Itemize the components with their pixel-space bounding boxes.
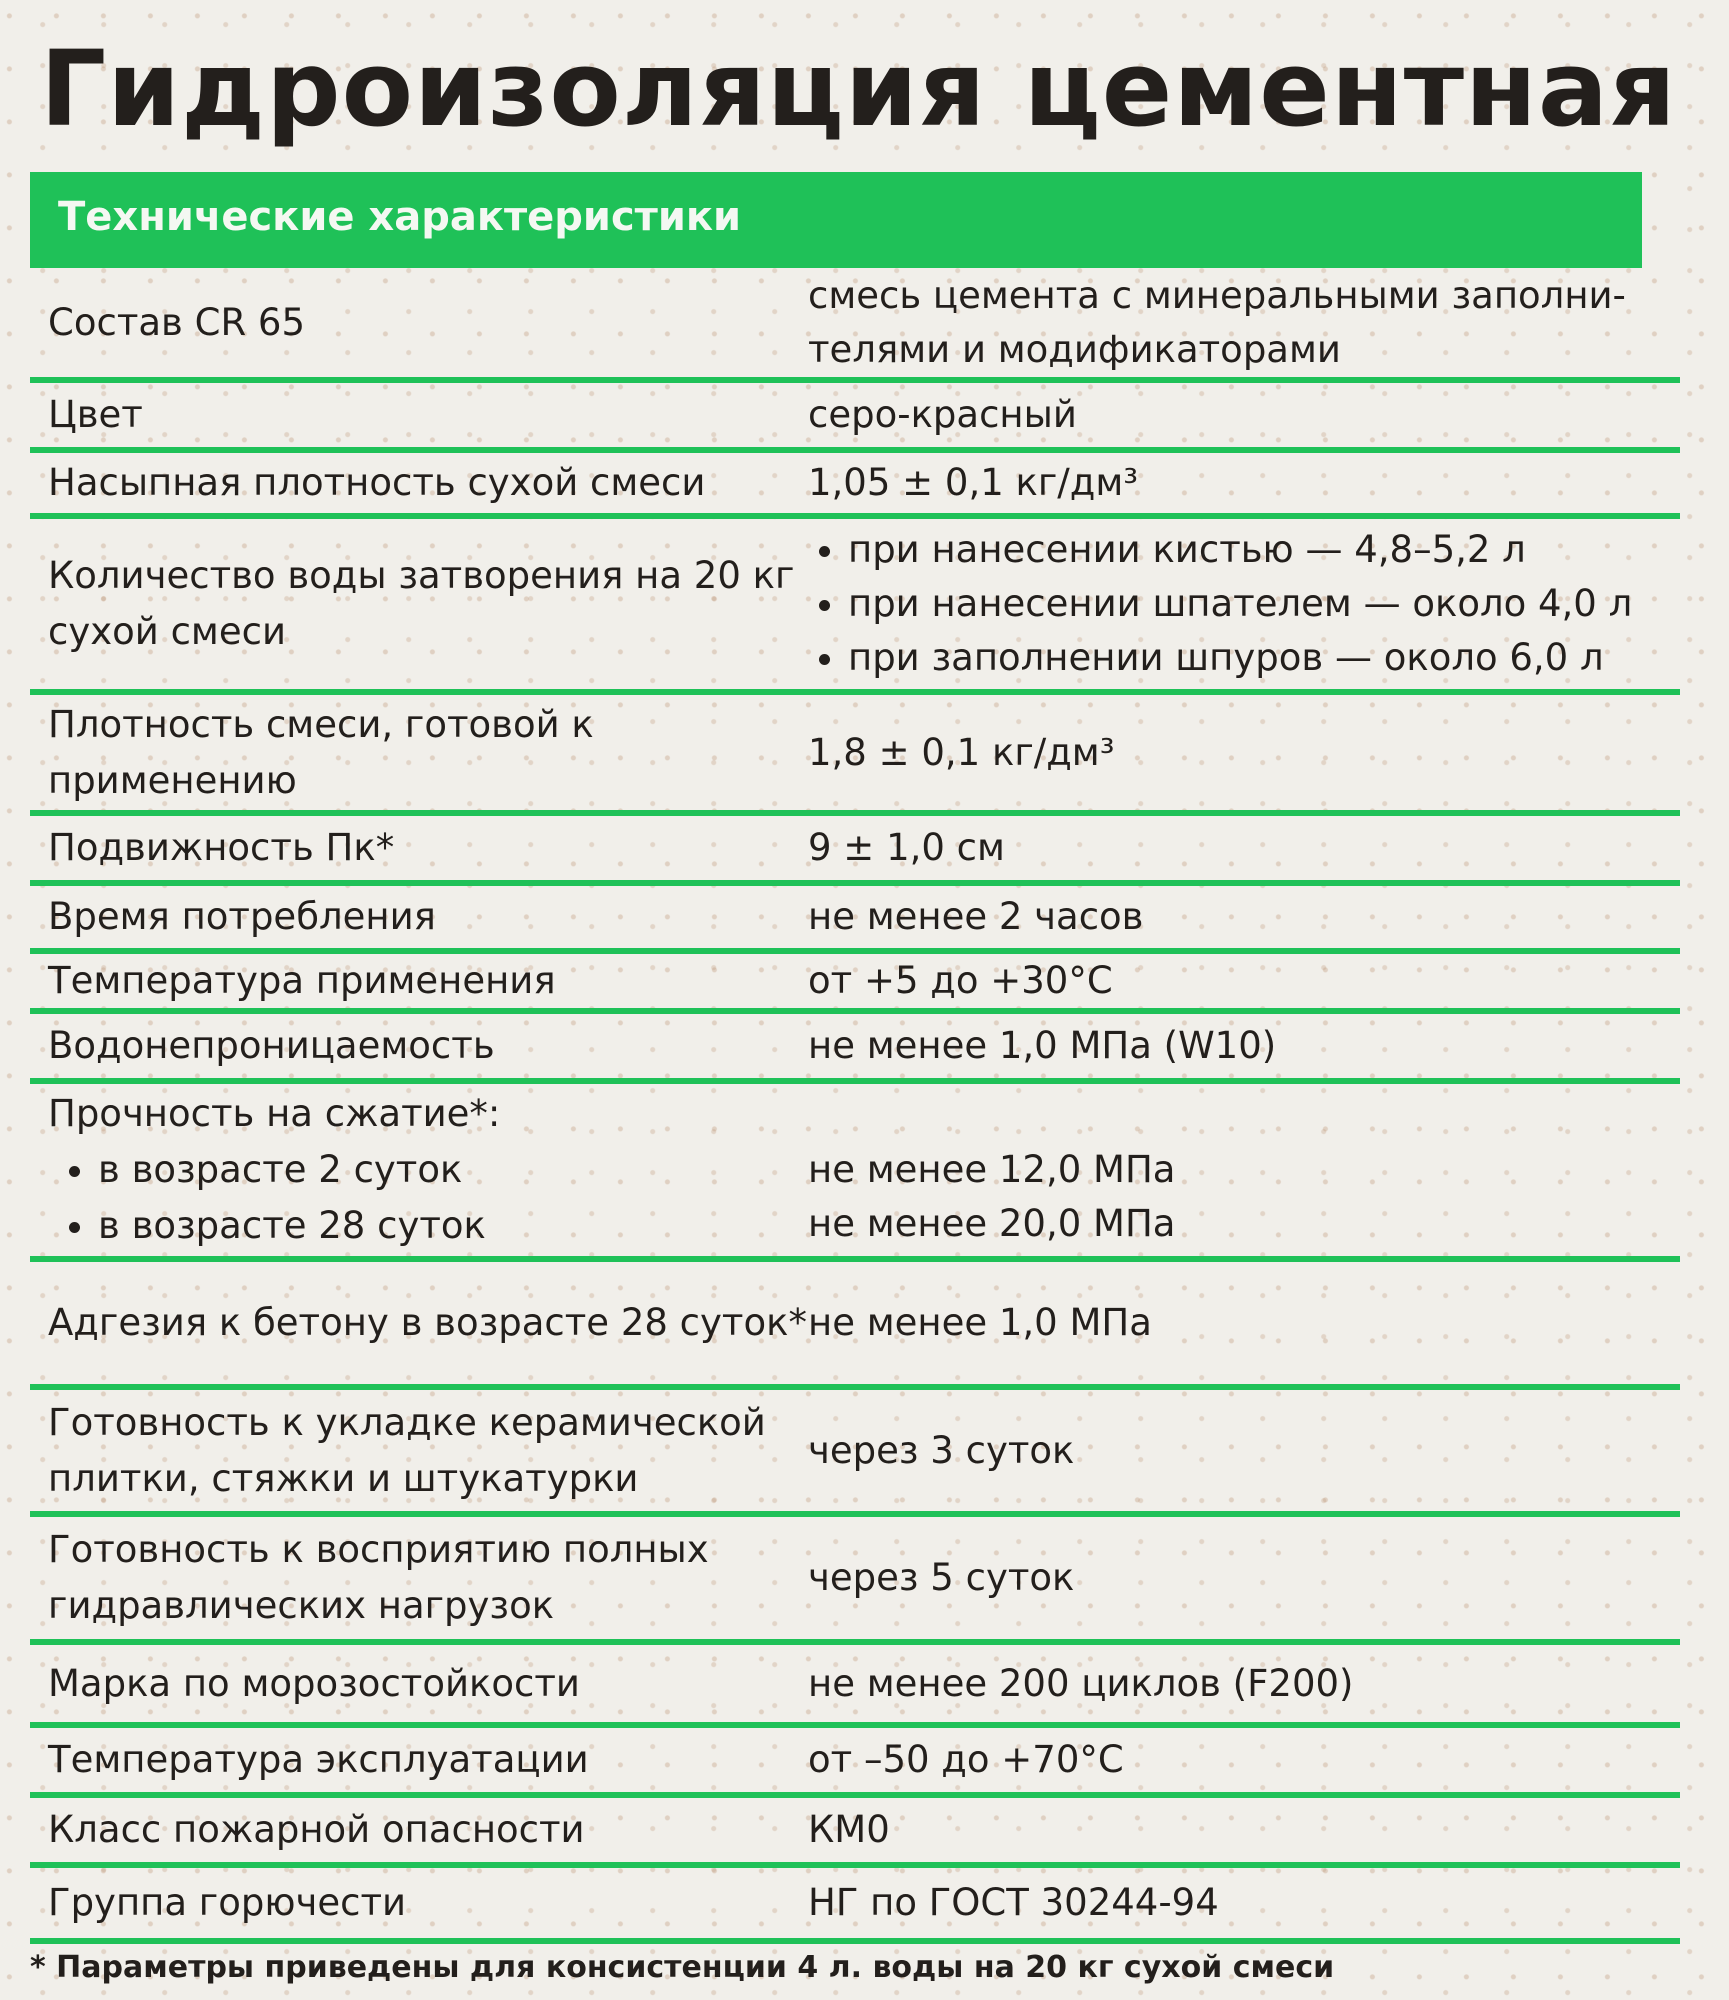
spec-label-text: Температура применения <box>48 959 556 1002</box>
spec-label-text: Готовность к восприятию полных гидравлич… <box>48 1528 709 1627</box>
spec-value: не менее 12,0 МПа не менее 20,0 МПа <box>808 1089 1680 1251</box>
table-row: Цвет серо-красный <box>30 383 1680 453</box>
table-row: Насыпная плотность сухой смеси 1,05 ± 0,1… <box>30 453 1680 519</box>
spec-sublabel: в возрасте 28 суток <box>98 1198 808 1254</box>
table-row: Марка по морозостойкости не менее 200 цик… <box>30 1645 1680 1728</box>
table-row: Готовность к укладке керамической плитки… <box>30 1390 1680 1517</box>
spec-label: Водонепроницаемость <box>30 1018 808 1074</box>
spec-label: Подвижность Пк* <box>30 820 808 876</box>
spec-value-item: при нанесении шпателем — около 4,0 л <box>848 577 1680 631</box>
spec-label: Класс пожарной опасности <box>30 1802 808 1858</box>
table-row: Количество воды затворения на 20 кг сухо… <box>30 519 1680 695</box>
product-title: Гидроизоляция цементная <box>40 28 1677 150</box>
spec-label: Температура эксплуатации <box>30 1732 808 1788</box>
spec-value: не менее 2 часов <box>808 895 1144 938</box>
spec-value-item: при заполнении шпуров — около 6,0 л <box>848 631 1680 685</box>
spec-value: от –50 до +70°С <box>808 1738 1124 1781</box>
spec-label-text: Адгезия к бетону в возрасте 28 суток* <box>48 1301 807 1344</box>
spec-label-text: Прочность на сжатие*: <box>48 1092 501 1135</box>
spec-label: Насыпная плотность сухой смеси <box>30 455 808 511</box>
spec-label: Состав CR 65 <box>30 295 808 351</box>
table-row: Состав CR 65 смесь цемента с минеральными… <box>30 268 1680 383</box>
spec-label: Марка по морозостойкости <box>30 1656 808 1712</box>
spec-label-text: Группа горючести <box>48 1881 407 1924</box>
spec-label: Готовность к восприятию полных гидравлич… <box>30 1522 808 1634</box>
section-title: Технические характеристики <box>58 194 742 240</box>
spec-value: 1,8 ± 0,1 кг/дм³ <box>808 730 1115 774</box>
spec-value: серо-красный <box>808 393 1077 436</box>
table-row: Группа горючести НГ по ГОСТ 30244-94 <box>30 1868 1680 1944</box>
table-row: Готовность к восприятию полных гидравлич… <box>30 1517 1680 1645</box>
spec-value: смесь цемента с минеральными заполни-тел… <box>808 273 1626 371</box>
spec-value: не менее 200 циклов (F200) <box>808 1661 1354 1705</box>
spec-subvalue: не менее 12,0 МПа <box>808 1148 1176 1191</box>
spec-table: Состав CR 65 смесь цемента с минеральными… <box>30 268 1680 1944</box>
table-row: Температура эксплуатации от –50 до +70°С <box>30 1728 1680 1798</box>
spec-label: Адгезия к бетону в возрасте 28 суток* <box>30 1295 808 1351</box>
spec-label-text: Цвет <box>48 393 143 436</box>
spec-label: Время потребления <box>30 889 808 945</box>
spec-value: при нанесении кистью — 4,8–5,2 лпри нане… <box>808 523 1680 685</box>
spec-label: Группа горючести <box>30 1875 808 1931</box>
spec-label-text: Время потребления <box>48 895 436 938</box>
spec-value: через 5 суток <box>808 1556 1075 1599</box>
spec-label: Количество воды затворения на 20 кг сухо… <box>30 548 808 660</box>
table-row: Температура применения от +5 до +30°С <box>30 954 1680 1014</box>
spec-label-text: Водонепроницаемость <box>48 1024 495 1067</box>
table-row: Прочность на сжатие*: в возрасте 2 сутокв… <box>30 1084 1680 1262</box>
table-row: Время потребления не менее 2 часов <box>30 886 1680 954</box>
spec-label-text: Количество воды затворения на 20 кг сухо… <box>48 554 795 653</box>
spec-label-text: Готовность к укладке керамической плитки… <box>48 1400 766 1500</box>
spec-label-text: Класс пожарной опасности <box>48 1808 585 1851</box>
spec-value: от +5 до +30°С <box>808 959 1113 1002</box>
spec-value: не менее 1,0 МПа (W10) <box>808 1024 1277 1067</box>
spec-label: Готовность к укладке керамической плитки… <box>30 1395 808 1507</box>
spec-value: КМ0 <box>808 1808 890 1851</box>
spec-label-text: Плотность смеси, готовой к применению <box>48 702 594 802</box>
spec-label-text: Насыпная плотность сухой смеси <box>48 461 706 504</box>
spec-value: 9 ± 1,0 см <box>808 826 1005 869</box>
spec-label-text: Подвижность Пк* <box>48 826 395 869</box>
section-header: Технические характеристики <box>30 172 1642 268</box>
table-row: Водонепроницаемость не менее 1,0 МПа (W10… <box>30 1014 1680 1084</box>
spec-label: Температура применения <box>30 953 808 1009</box>
spec-label-text: Состав CR 65 <box>48 300 305 344</box>
spec-sublabel: в возрасте 2 суток <box>98 1142 808 1198</box>
spec-value: 1,05 ± 0,1 кг/дм³ <box>808 461 1139 504</box>
spec-label-text: Марка по морозостойкости <box>48 1661 580 1705</box>
spec-label-text: Температура эксплуатации <box>48 1738 589 1781</box>
spec-label: Прочность на сжатие*: в возрасте 2 сутокв… <box>30 1086 808 1254</box>
spec-label: Плотность смеси, готовой к применению <box>30 697 808 809</box>
spec-subvalue: не менее 20,0 МПа <box>808 1202 1176 1245</box>
spec-value: не менее 1,0 МПа <box>808 1301 1152 1344</box>
spec-value-item: при нанесении кистью — 4,8–5,2 л <box>848 523 1680 577</box>
spec-value: НГ по ГОСТ 30244-94 <box>808 1881 1219 1924</box>
table-row: Класс пожарной опасности КМ0 <box>30 1798 1680 1868</box>
table-row: Подвижность Пк* 9 ± 1,0 см <box>30 816 1680 886</box>
spec-label: Цвет <box>30 387 808 443</box>
table-row: Плотность смеси, готовой к применению 1,8… <box>30 695 1680 816</box>
spec-value: через 3 суток <box>808 1428 1075 1472</box>
footnote: * Параметры приведены для консистенции 4… <box>30 1950 1335 1985</box>
table-row: Адгезия к бетону в возрасте 28 суток* не … <box>30 1262 1680 1390</box>
